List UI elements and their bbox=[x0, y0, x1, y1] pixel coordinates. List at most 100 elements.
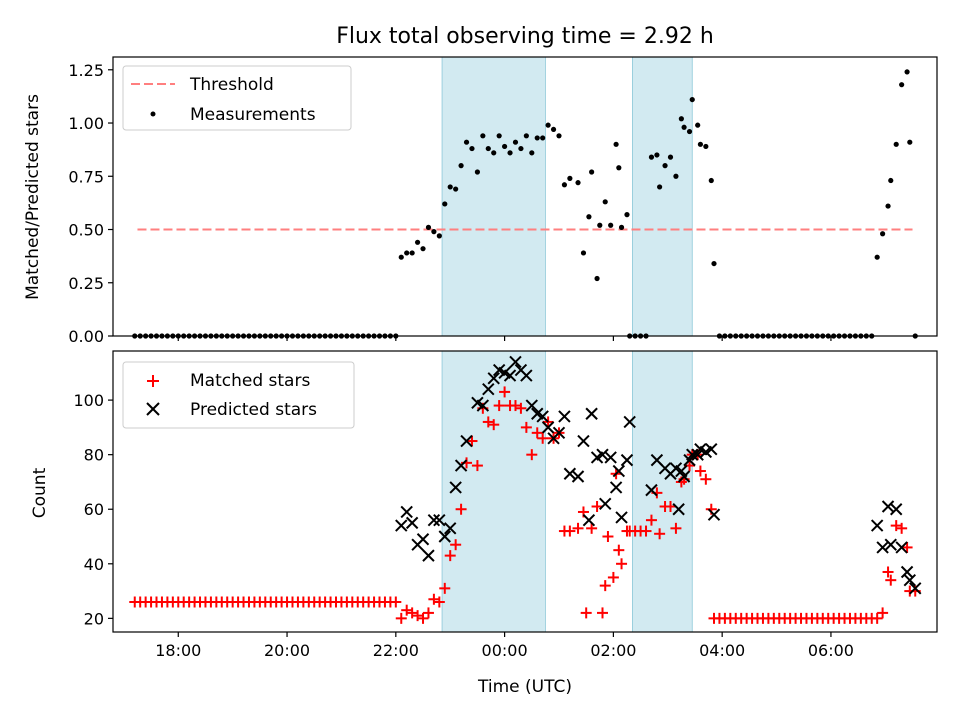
predicted-star-point bbox=[552, 426, 566, 440]
matched-star-point bbox=[515, 402, 527, 414]
y-tick-label: 20 bbox=[84, 609, 104, 628]
predicted-star-point bbox=[645, 483, 658, 497]
predicted-star-point bbox=[487, 372, 500, 385]
measurement-point bbox=[899, 82, 905, 88]
predicted-star-point bbox=[895, 541, 908, 554]
observing-windows-bottom bbox=[441, 350, 693, 633]
predicted-star-point bbox=[438, 530, 451, 543]
predicted-star-point bbox=[585, 407, 598, 420]
x-tick-label: 18:00 bbox=[155, 641, 201, 660]
predicted-star-point bbox=[541, 421, 555, 434]
predicted-star-point bbox=[444, 522, 457, 535]
matched-star-point bbox=[871, 612, 883, 624]
matched-star-point bbox=[597, 607, 609, 619]
predicted-star-point bbox=[454, 459, 468, 472]
predicted-star-point bbox=[482, 382, 495, 396]
measurement-point bbox=[686, 128, 693, 135]
measurement-point bbox=[586, 214, 592, 220]
measurement-point bbox=[885, 203, 891, 209]
measurement-point bbox=[695, 122, 701, 128]
measurement-point bbox=[874, 254, 880, 260]
x-axis-label: Time (UTC) bbox=[477, 677, 572, 697]
predicted-star-point bbox=[460, 434, 473, 448]
x-tick-label: 06:00 bbox=[808, 641, 854, 660]
matched-star-point bbox=[591, 501, 603, 513]
measurement-point bbox=[567, 175, 573, 181]
matched-star-point bbox=[537, 432, 549, 444]
predicted-star-point bbox=[577, 434, 590, 448]
predicted-star-point bbox=[395, 519, 408, 532]
observing-window bbox=[441, 56, 546, 337]
predicted-star-point bbox=[870, 519, 884, 532]
matched-star-point bbox=[602, 531, 614, 543]
matched-star-point bbox=[694, 465, 706, 477]
predicted-star-point bbox=[405, 516, 419, 530]
predicted-star-point bbox=[509, 355, 522, 369]
measurement-point bbox=[673, 173, 679, 179]
measurement-point bbox=[502, 143, 508, 150]
ratio-panel: 0.00 0.25 0.50 0.75 1.00 1.25 Matched/Predict… bbox=[23, 56, 938, 346]
matched-star-point bbox=[433, 596, 445, 608]
matched-star-point bbox=[599, 580, 611, 592]
measurement-point bbox=[425, 224, 432, 230]
top-y-label: Matched/Predicted stars bbox=[23, 94, 43, 300]
matched-star-point bbox=[580, 607, 592, 619]
matched-star-point bbox=[422, 607, 434, 619]
predicted-star-point bbox=[582, 513, 596, 527]
predicted-star-point bbox=[686, 448, 699, 461]
predicted-star-point bbox=[705, 443, 718, 456]
matched-stars-points bbox=[129, 386, 921, 624]
matched-star-point bbox=[499, 386, 511, 398]
measurement-point bbox=[534, 135, 540, 141]
legend-matched-swatch bbox=[147, 375, 159, 387]
matched-star-point bbox=[640, 525, 652, 537]
y-tick-label: 80 bbox=[84, 446, 104, 465]
measurement-point bbox=[556, 133, 562, 139]
matched-star-point bbox=[901, 541, 913, 553]
measurement-point bbox=[608, 222, 614, 228]
predicted-star-point bbox=[881, 500, 895, 513]
measurement-point bbox=[888, 177, 894, 184]
bottom-y-label: Count bbox=[30, 467, 50, 518]
measurement-point bbox=[678, 116, 684, 122]
predicted-star-point bbox=[677, 470, 691, 483]
predicted-star-point bbox=[876, 541, 889, 554]
matched-star-point bbox=[466, 435, 478, 447]
matched-star-point bbox=[520, 421, 532, 433]
observing-window bbox=[441, 350, 546, 633]
measurement-point bbox=[540, 135, 546, 141]
predicted-star-point bbox=[909, 582, 922, 595]
measurement-point bbox=[545, 122, 551, 128]
predicted-star-point bbox=[900, 565, 914, 579]
matched-star-point bbox=[439, 582, 451, 594]
y-tick-label: 0.50 bbox=[68, 221, 104, 240]
predicted-star-point bbox=[449, 481, 462, 494]
y-tick-label: 1.00 bbox=[68, 114, 104, 133]
measurement-point bbox=[616, 165, 622, 171]
y-tick-label: 0.00 bbox=[68, 327, 104, 346]
predicted-star-point bbox=[609, 481, 623, 494]
y-tick-label: 100 bbox=[73, 391, 104, 410]
measurement-point bbox=[431, 229, 437, 235]
top-legend-box bbox=[122, 65, 352, 131]
bottom-legend-box bbox=[122, 361, 355, 429]
measurement-point bbox=[453, 186, 459, 192]
predicted-star-point bbox=[596, 448, 609, 461]
measurement-point bbox=[491, 150, 497, 156]
matched-star-point bbox=[531, 427, 543, 439]
matched-star-point bbox=[885, 574, 897, 586]
legend-measurements-swatch bbox=[150, 111, 156, 117]
predicted-star-point bbox=[416, 533, 430, 546]
measurement-point bbox=[420, 246, 426, 252]
measurement-point bbox=[893, 141, 899, 147]
predicted-star-point bbox=[525, 399, 539, 412]
measurement-point bbox=[907, 139, 913, 145]
matched-star-point bbox=[586, 522, 598, 534]
measurement-point bbox=[904, 69, 910, 75]
y-tick-label: 1.25 bbox=[68, 61, 104, 80]
matched-star-point bbox=[450, 539, 462, 551]
predicted-star-point bbox=[400, 505, 413, 519]
measurement-point bbox=[523, 133, 529, 139]
measurement-point bbox=[507, 150, 513, 156]
top-x-ticks bbox=[177, 336, 832, 341]
